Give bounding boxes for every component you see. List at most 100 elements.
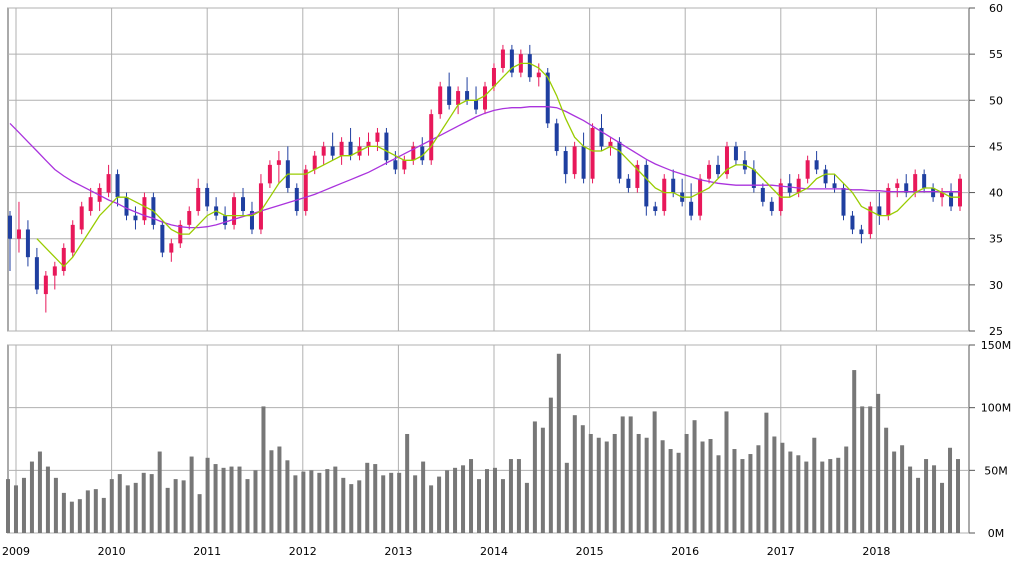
candle-down (160, 224, 165, 253)
price-tick-label: 50 (989, 94, 1003, 107)
x-tick-label: 2014 (480, 545, 508, 558)
price-tick-label: 40 (989, 187, 1003, 200)
volume-bar (924, 459, 929, 533)
candle-up (52, 266, 57, 276)
volume-bar (604, 441, 609, 533)
candle-up (438, 86, 443, 115)
volume-bar (437, 476, 442, 533)
candle-down (931, 187, 936, 198)
candle-down (751, 169, 756, 188)
volume-bar (261, 406, 266, 533)
volume-bar (293, 475, 298, 533)
candle-down (241, 197, 246, 212)
volume-bar (956, 459, 960, 533)
volume-bar (876, 393, 881, 533)
candle-down (205, 187, 210, 207)
volume-bar (780, 442, 785, 533)
candle-up (805, 160, 810, 179)
candle-down (859, 229, 864, 235)
volume-bar (684, 433, 689, 533)
candle-up (375, 132, 380, 142)
candle-down (832, 183, 837, 188)
candle-up (590, 127, 595, 179)
volume-bar (53, 477, 58, 533)
candle-down (644, 164, 649, 207)
volume-bar (173, 479, 178, 533)
volume-bar (820, 461, 825, 533)
candle-down (420, 146, 425, 161)
candle-up (339, 141, 344, 156)
volume-bar (301, 471, 306, 533)
volume-bar (748, 454, 753, 533)
volume-bar (6, 479, 10, 533)
volume-bar (916, 477, 921, 533)
volume-bar (237, 466, 242, 533)
volume-tick-label: 100M (981, 402, 1012, 415)
volume-bar (461, 465, 466, 533)
volume-bar (269, 450, 274, 533)
candle-up (796, 178, 801, 193)
volume-bar (357, 480, 362, 533)
volume-bar (109, 479, 114, 533)
volume-bar (469, 459, 474, 533)
candle-up (500, 49, 505, 68)
volume-bar (445, 470, 450, 533)
volume-bar (532, 421, 537, 533)
price-tick-label: 60 (989, 2, 1003, 15)
candle-down (34, 257, 39, 290)
candle-down (393, 160, 398, 170)
candle-down (465, 91, 470, 101)
x-tick-label: 2013 (384, 545, 412, 558)
candle-down (599, 127, 604, 147)
volume-bar (636, 433, 641, 533)
volume-bar (908, 466, 913, 533)
volume-bar (245, 479, 250, 533)
x-tick-label: 2011 (193, 545, 221, 558)
volume-bar (101, 497, 106, 533)
candle-down (689, 201, 694, 216)
volume-bar (29, 461, 34, 533)
volume-bar (884, 427, 889, 533)
moving-average-long-line (9, 106, 960, 229)
candle-up (411, 146, 416, 161)
candle-down (8, 215, 12, 239)
volume-bar (381, 475, 386, 533)
volume-bar (852, 370, 857, 533)
volume-bar (37, 451, 42, 533)
volume-bar (221, 467, 226, 533)
volume-bar (612, 433, 617, 533)
volume-bar (317, 472, 322, 533)
volume-bar (756, 445, 761, 533)
candle-down (922, 174, 927, 188)
candle-up (456, 91, 461, 105)
candle-down (563, 151, 568, 175)
volume-bar (77, 499, 82, 533)
candle-down (330, 146, 335, 156)
volume-bar (61, 492, 66, 533)
candle-up (662, 178, 667, 212)
volume-bar (453, 467, 458, 533)
volume-bar (524, 482, 529, 533)
volume-bar (556, 353, 561, 533)
volume-bar (892, 451, 897, 533)
candle-down (733, 146, 738, 161)
price-tick-label: 25 (989, 325, 1003, 338)
volume-bar (429, 485, 434, 533)
candle-up (303, 169, 308, 212)
volume-bar (484, 469, 489, 533)
candle-down (447, 86, 452, 105)
candle-down (949, 192, 954, 207)
x-tick-label: 2009 (2, 545, 30, 558)
candle-up (276, 160, 281, 165)
volume-bar (157, 451, 162, 533)
candle-down (249, 211, 254, 230)
volume-bar (341, 477, 346, 533)
volume-bar (93, 489, 98, 533)
volume-bar (732, 449, 737, 533)
moving-average-short-line (36, 62, 960, 268)
candle-down (653, 206, 658, 212)
candle-down (133, 215, 138, 221)
x-axis: 2009 2010 2011 2012 2013 2014 2015 2016 2017 2018 (2, 545, 890, 558)
volume-bar (692, 420, 697, 533)
candle-up (88, 197, 93, 212)
